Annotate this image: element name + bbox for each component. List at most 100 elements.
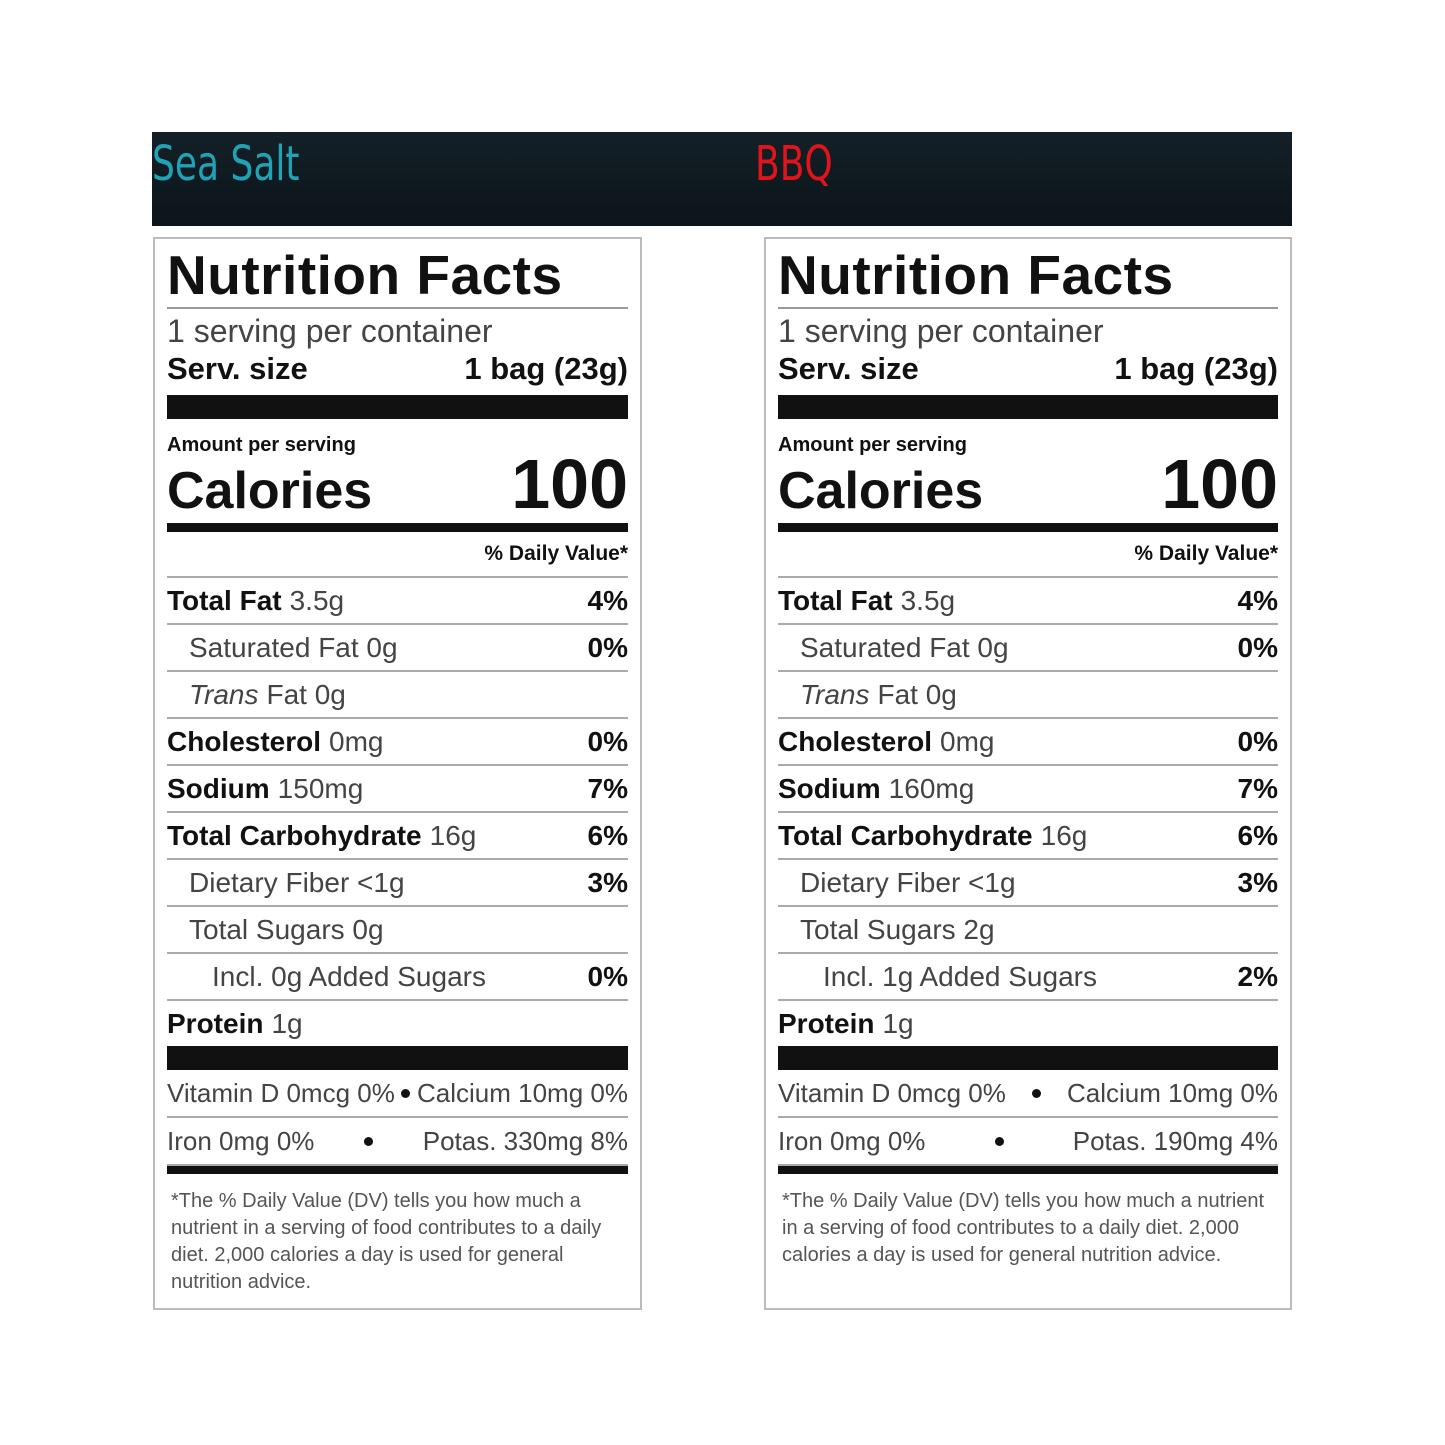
nutrition-label: Nutrition Facts 1 serving per container Se… xyxy=(153,237,642,1310)
nutrition-label: Nutrition Facts 1 serving per container Se… xyxy=(764,237,1292,1310)
nutrient-amount: 1g xyxy=(271,1007,303,1039)
vitamin-row: Iron 0mg 0% Potas. 190mg 4% xyxy=(778,1118,1278,1166)
vitamin: Vitamin D 0mcg 0% xyxy=(167,1077,395,1108)
calories: Calories 100 xyxy=(778,445,1278,523)
nutrient-name-cell: Incl. 1g Added Sugars xyxy=(823,961,1097,993)
nutrient-row: Total Sugars 0g xyxy=(167,907,628,954)
nutrient-name-cell: Total Sugars 0g xyxy=(189,914,384,946)
vitamin: Iron 0mg 0% xyxy=(167,1125,315,1156)
nutrient-row: Total Fat 3.5g 4% xyxy=(778,578,1278,625)
nutrient-amount: 160mg xyxy=(888,772,975,804)
daily-value: 0% xyxy=(587,631,628,663)
nutrient-name-cell: Dietary Fiber <1g xyxy=(800,867,1016,899)
nutrient-amount: Fat 0g xyxy=(877,678,957,710)
vitamin: Calcium 10mg 0% xyxy=(1067,1077,1278,1108)
amount-label: Amount per serving xyxy=(167,434,356,456)
nutrient-name: Dietary Fiber <1g xyxy=(189,866,405,898)
nutrient-row: Trans Fat 0g xyxy=(778,672,1278,719)
nutrient-name: Cholesterol xyxy=(778,725,933,757)
thick-rule xyxy=(167,395,628,419)
separator-dot xyxy=(1031,1088,1041,1098)
nutrient-name-cell: Dietary Fiber <1g xyxy=(189,867,405,899)
nutrient-name-cell: Protein 1g xyxy=(167,1008,303,1040)
daily-value: 7% xyxy=(1237,772,1278,804)
nutrient-row: Sodium 160mg 7% xyxy=(778,766,1278,813)
nutrient-name: Incl. 0g Added Sugars xyxy=(212,960,486,992)
nutrient-row: Dietary Fiber <1g 3% xyxy=(167,860,628,907)
rule xyxy=(778,1166,1278,1174)
nutrient-row: Incl. 0g Added Sugars 0% xyxy=(167,954,628,1001)
nutrient-name-cell: Sodium 160mg xyxy=(778,773,974,805)
nutrient-row: Incl. 1g Added Sugars 2% xyxy=(778,954,1278,1001)
nutrient-rows: Total Fat 3.5g 4% Saturated Fat 0g 0% Trans Fa… xyxy=(167,578,628,1046)
nutrient-name: Sodium xyxy=(778,772,881,804)
nutrient-name-cell: Total Sugars 2g xyxy=(800,914,995,946)
daily-value: 4% xyxy=(1237,584,1278,616)
dv-header: % Daily Value* xyxy=(167,532,628,578)
nutrient-row: Trans Fat 0g xyxy=(167,672,628,719)
banner: Sea Salt BBQ xyxy=(152,132,1292,226)
nutrient-amount: 16g xyxy=(429,819,477,851)
nutrient-name-cell: Saturated Fat 0g xyxy=(189,632,398,664)
separator-dot xyxy=(994,1136,1004,1146)
nutrient-name-cell: Sodium 150mg xyxy=(167,773,363,805)
calories-value: 100 xyxy=(511,445,628,523)
label-title: Nutrition Facts xyxy=(778,243,1278,309)
nutrient-name: Saturated Fat 0g xyxy=(800,631,1009,663)
nutrient-amount: 150mg xyxy=(277,772,364,804)
nutrient-name-cell: Total Carbohydrate 16g xyxy=(778,820,1087,852)
daily-value: 3% xyxy=(1237,866,1278,898)
calories-label: Calories xyxy=(167,462,373,520)
nutrient-name-cell: Saturated Fat 0g xyxy=(800,632,1009,664)
nutrient-rows: Total Fat 3.5g 4% Saturated Fat 0g 0% Trans Fa… xyxy=(778,578,1278,1046)
nutrient-name: Trans xyxy=(189,678,259,710)
nutrient-name: Total Sugars 2g xyxy=(800,913,995,945)
nutrient-row: Saturated Fat 0g 0% xyxy=(778,625,1278,672)
vitamin-row: Vitamin D 0mcg 0% Calcium 10mg 0% xyxy=(778,1070,1278,1118)
nutrient-name: Total Carbohydrate xyxy=(778,819,1033,851)
dv-header: % Daily Value* xyxy=(778,532,1278,578)
rule xyxy=(167,1166,628,1174)
nutrient-row: Cholesterol 0mg 0% xyxy=(167,719,628,766)
serving-size: Serv. size 1 bag (23g) xyxy=(778,349,1278,395)
separator-dot xyxy=(401,1088,411,1098)
nutrient-row: Saturated Fat 0g 0% xyxy=(167,625,628,672)
daily-value: 2% xyxy=(1237,960,1278,992)
nutrient-row: Sodium 150mg 7% xyxy=(167,766,628,813)
serving-size-value: 1 bag (23g) xyxy=(464,351,628,386)
nutrient-name: Dietary Fiber <1g xyxy=(800,866,1016,898)
servings: 1 serving per container xyxy=(778,313,1104,349)
vitamin: Calcium 10mg 0% xyxy=(417,1077,628,1108)
nutrient-name: Sodium xyxy=(167,772,270,804)
servings: 1 serving per container xyxy=(167,313,493,349)
nutrient-amount: 16g xyxy=(1040,819,1088,851)
flavor-left: Sea Salt xyxy=(152,136,300,192)
nutrient-name: Total Carbohydrate xyxy=(167,819,422,851)
nutrient-name: Total Fat xyxy=(167,584,282,616)
nutrient-amount: 0mg xyxy=(329,725,384,757)
calories-label: Calories xyxy=(778,462,984,520)
nutrient-amount: 1g xyxy=(882,1007,914,1039)
nutrient-name-cell: Trans Fat 0g xyxy=(189,679,346,711)
nutrient-name-cell: Total Fat 3.5g xyxy=(778,585,955,617)
serving-size-label: Serv. size xyxy=(778,351,919,386)
nutrient-name-cell: Incl. 0g Added Sugars xyxy=(212,961,486,993)
nutrient-name-cell: Total Carbohydrate 16g xyxy=(167,820,476,852)
calories: Calories 100 xyxy=(167,445,628,523)
serving-size-value: 1 bag (23g) xyxy=(1114,351,1278,386)
nutrient-name: Total Sugars 0g xyxy=(189,913,384,945)
nutrient-row: Dietary Fiber <1g 3% xyxy=(778,860,1278,907)
rule xyxy=(778,523,1278,532)
vitamin: Potas. 330mg 8% xyxy=(422,1125,628,1156)
calories-value: 100 xyxy=(1161,445,1278,523)
rule xyxy=(167,523,628,532)
daily-value: 6% xyxy=(587,819,628,851)
nutrient-row: Total Fat 3.5g 4% xyxy=(167,578,628,625)
label-title: Nutrition Facts xyxy=(167,243,628,309)
nutrient-row: Total Sugars 2g xyxy=(778,907,1278,954)
nutrient-row: Protein 1g xyxy=(778,1001,1278,1046)
separator-dot xyxy=(364,1136,374,1146)
nutrient-row: Cholesterol 0mg 0% xyxy=(778,719,1278,766)
daily-value: 6% xyxy=(1237,819,1278,851)
daily-value: 0% xyxy=(587,725,628,757)
